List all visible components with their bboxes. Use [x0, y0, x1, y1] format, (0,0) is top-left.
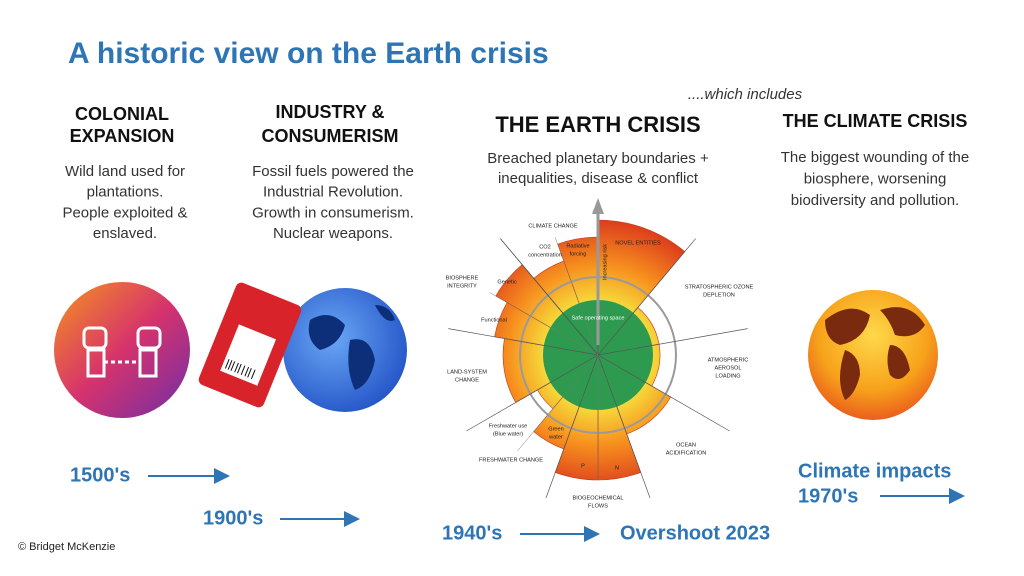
- column-body: Industrial Revolution.: [263, 184, 403, 201]
- sub-line: [555, 237, 599, 356]
- column-body: Wild land used for: [65, 163, 185, 180]
- sector-line: [597, 238, 696, 356]
- diagram-label: water: [548, 434, 563, 440]
- diagram-label: AEROSOL: [714, 365, 741, 371]
- sector-line: [597, 354, 730, 432]
- diagram-label: CO2: [539, 244, 551, 250]
- column-heading: THE EARTH CRISIS: [495, 112, 700, 137]
- note: ....which includes: [688, 86, 803, 103]
- sub-line: [489, 292, 599, 356]
- diagram-label: FLOWS: [588, 503, 608, 509]
- column-body: Breached planetary boundaries +: [487, 150, 709, 167]
- column-body: People exploited &: [62, 204, 187, 221]
- sector-line: [545, 354, 599, 498]
- column-heading: EXPANSION: [70, 126, 175, 146]
- sub-line: [517, 354, 599, 451]
- diagram-label: N: [615, 465, 619, 471]
- column-body: plantations.: [87, 184, 164, 201]
- credit: © Bridget McKenzie: [18, 541, 115, 553]
- sector-line: [597, 328, 748, 356]
- diagram-label: Radiative: [566, 243, 589, 249]
- diagram-label: Increasing risk: [602, 244, 608, 280]
- diagram-label: NOVEL ENTITIES: [615, 240, 661, 246]
- column-body: biosphere, worsening: [804, 170, 947, 187]
- diagram-label: ATMOSPHERIC: [708, 357, 749, 363]
- risk-arrow-head: [592, 198, 604, 214]
- sector-line: [597, 354, 651, 498]
- timeline-label: 1900's: [203, 507, 263, 529]
- column-body: enslaved.: [93, 225, 157, 242]
- diagram-label: BIOSPHERE: [446, 275, 479, 281]
- diagram-label: CHANGE: [455, 377, 479, 383]
- column-body: Nuclear weapons.: [273, 225, 393, 242]
- industry-icon: [198, 282, 407, 412]
- diagram-label: (Blue water): [493, 431, 523, 437]
- column-heading: THE CLIMATE CRISIS: [783, 111, 968, 131]
- column-body: The biggest wounding of the: [781, 149, 969, 166]
- column-heading: CONSUMERISM: [261, 126, 398, 146]
- diagram-label: LAND-SYSTEM: [447, 369, 487, 375]
- diagram-label: Functional: [481, 317, 507, 323]
- climate-icon: [808, 290, 938, 420]
- title: A historic view on the Earth crisis: [68, 37, 549, 70]
- timeline-label: 1940's: [442, 522, 502, 544]
- diagram-label: Genetic: [497, 279, 516, 285]
- timeline-label: Overshoot 2023: [620, 522, 770, 544]
- diagram-label: DEPLETION: [703, 292, 735, 298]
- sector-line: [448, 328, 599, 356]
- diagram-label: ACIDIFICATION: [666, 450, 707, 456]
- diagram-label: INTEGRITY: [447, 283, 477, 289]
- diagram-label: LOADING: [715, 373, 740, 379]
- timeline-label: 1970's: [798, 485, 858, 507]
- column-body: biodiversity and pollution.: [791, 192, 959, 209]
- timeline-arrows: [148, 468, 965, 542]
- timeline-label: 1500's: [70, 464, 130, 486]
- diagram-label: Safe operating space: [572, 315, 625, 321]
- diagram-label: forcing: [570, 251, 587, 257]
- colonial-icon: [54, 282, 190, 418]
- timeline-label: Climate impacts: [798, 460, 951, 482]
- column-body: inequalities, disease & conflict: [498, 170, 699, 187]
- diagram-label: BIOGEOCHEMICAL: [573, 495, 624, 501]
- column-body: Growth in consumerism.: [252, 204, 414, 221]
- column-heading: COLONIAL: [75, 104, 169, 124]
- diagram-label: CLIMATE CHANGE: [528, 223, 578, 229]
- column-heading: INDUSTRY &: [275, 102, 384, 122]
- sector-line: [500, 238, 599, 356]
- planetary-boundaries: CLIMATE CHANGE CO2 concentration Radiative f…: [446, 198, 754, 509]
- diagram-label: P: [581, 463, 585, 469]
- diagram-label: OCEAN: [676, 442, 696, 448]
- diagram-label: concentration: [528, 252, 562, 258]
- diagram-label: Green: [548, 426, 564, 432]
- diagram-label: Freshwater use: [489, 423, 528, 429]
- diagram-label: STRATOSPHERIC OZONE: [685, 284, 754, 290]
- sector-line: [466, 354, 599, 432]
- column-body: Fossil fuels powered the: [252, 163, 414, 180]
- diagram-label: FRESHWATER CHANGE: [479, 457, 543, 463]
